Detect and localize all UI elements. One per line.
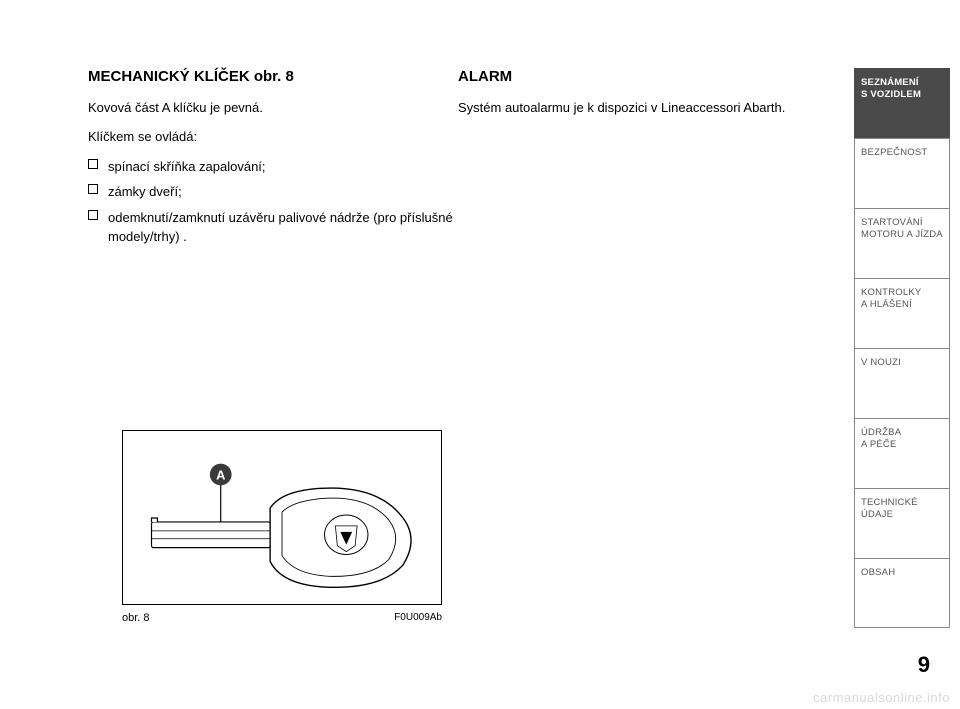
tab-label: BEZPEČNOST — [861, 147, 927, 159]
tab-label: STARTOVÁNÍMOTORU A JÍZDA — [861, 217, 943, 241]
key-figure: A — [122, 430, 442, 605]
tab-udrzba[interactable]: ÚDRŽBAA PÉČE — [854, 418, 950, 488]
tab-label: TECHNICKÉÚDAJE — [861, 497, 918, 521]
tab-obsah[interactable]: OBSAH — [854, 558, 950, 628]
tab-label: SEZNÁMENÍS VOZIDLEM — [861, 77, 921, 101]
tab-vnouzi[interactable]: V NOUZI — [854, 348, 950, 418]
left-heading: MECHANICKÝ KLÍČEK obr. 8 — [88, 68, 458, 85]
list-item: odemknutí/zamknutí uzávěru palivové nádr… — [88, 208, 458, 247]
tab-bezpecnost[interactable]: BEZPEČNOST — [854, 138, 950, 208]
page: MECHANICKÝ KLÍČEK obr. 8 Kovová část A k… — [0, 0, 960, 709]
right-heading: ALARM — [458, 68, 828, 85]
tab-label: V NOUZI — [861, 357, 901, 369]
list-item: zámky dveří; — [88, 182, 458, 202]
bullet-marker-icon — [88, 159, 98, 169]
tab-kontrolky[interactable]: KONTROLKYA HLÁŠENÍ — [854, 278, 950, 348]
bullet-text: odemknutí/zamknutí uzávěru palivové nádr… — [108, 210, 453, 245]
bullet-text: zámky dveří; — [108, 184, 182, 199]
bullet-marker-icon — [88, 210, 98, 220]
watermark: carmanualsonline.info — [813, 690, 950, 705]
tab-label: ÚDRŽBAA PÉČE — [861, 427, 901, 451]
tab-label: OBSAH — [861, 567, 895, 579]
bullet-marker-icon — [88, 184, 98, 194]
tab-startovani[interactable]: STARTOVÁNÍMOTORU A JÍZDA — [854, 208, 950, 278]
tab-label: KONTROLKYA HLÁŠENÍ — [861, 287, 921, 311]
right-para-1: Systém autoalarmu je k dispozici v Linea… — [458, 99, 828, 118]
tab-technicke[interactable]: TECHNICKÉÚDAJE — [854, 488, 950, 558]
left-para-2: Klíčkem se ovládá: — [88, 128, 458, 147]
list-item: spínací skříňka zapalování; — [88, 157, 458, 177]
right-column: ALARM Systém autoalarmu je k dispozici v… — [458, 68, 828, 128]
figure-caption-right: F0U009Ab — [122, 612, 442, 623]
left-para-1: Kovová část A klíčku je pevná. — [88, 99, 458, 118]
tab-seznameni[interactable]: SEZNÁMENÍS VOZIDLEM — [854, 68, 950, 138]
key-illustration-icon: A — [123, 431, 441, 604]
bullet-text: spínací skříňka zapalování; — [108, 159, 266, 174]
pointer-label: A — [216, 467, 225, 482]
bullet-list: spínací skříňka zapalování; zámky dveří;… — [88, 157, 458, 247]
left-column: MECHANICKÝ KLÍČEK obr. 8 Kovová část A k… — [88, 68, 458, 253]
sidebar-tabs: SEZNÁMENÍS VOZIDLEM BEZPEČNOST STARTOVÁN… — [854, 68, 950, 628]
page-number: 9 — [918, 652, 930, 678]
content-area: MECHANICKÝ KLÍČEK obr. 8 Kovová část A k… — [88, 68, 828, 253]
